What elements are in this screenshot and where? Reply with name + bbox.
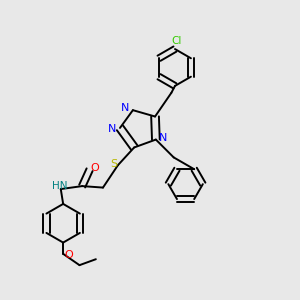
- Text: HN: HN: [52, 181, 67, 190]
- Text: Cl: Cl: [171, 36, 182, 46]
- Text: N: N: [108, 124, 117, 134]
- Text: N: N: [121, 103, 130, 113]
- Text: O: O: [91, 163, 99, 173]
- Text: S: S: [111, 159, 118, 170]
- Text: N: N: [159, 133, 167, 143]
- Text: O: O: [64, 250, 73, 260]
